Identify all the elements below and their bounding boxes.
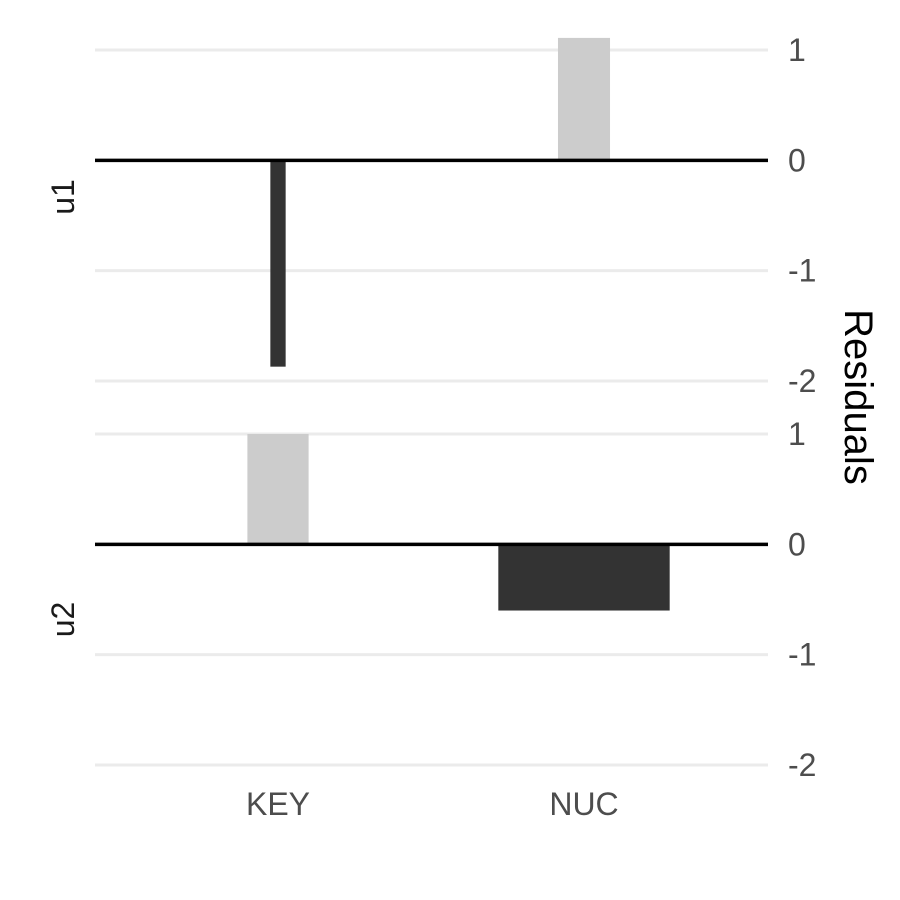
x-axis-tick-labels: KEY NUC [246,786,619,822]
y-axis-title: Residuals [836,309,880,485]
facet-label-u1: u1 [45,179,81,215]
y-tick-label: 0 [788,142,806,178]
bar-u1-nuc [557,37,611,161]
y-tick-label: -2 [788,747,816,783]
bar-u1-key [270,160,286,367]
facet-panel-u2: 1 0 -1 -2 u2 [45,416,816,783]
bar-u2-key [247,434,309,545]
y-tick-label: -2 [788,363,816,399]
facet-panel-u1: 1 0 -1 -2 u1 [45,32,816,399]
y-tick-label: -1 [788,253,816,289]
y-tick-label: 0 [788,526,806,562]
x-tick-label-nuc: NUC [549,786,618,822]
facet-label-u2: u2 [45,602,81,638]
y-tick-label: 1 [788,32,806,68]
y-tick-label: -1 [788,637,816,673]
bar-u2-nuc [498,544,670,611]
y-tick-label: 1 [788,416,806,452]
x-tick-label-key: KEY [246,786,310,822]
facet-panels: 1 0 -1 -2 u1 1 0 -1 -2 u2 [45,32,816,783]
